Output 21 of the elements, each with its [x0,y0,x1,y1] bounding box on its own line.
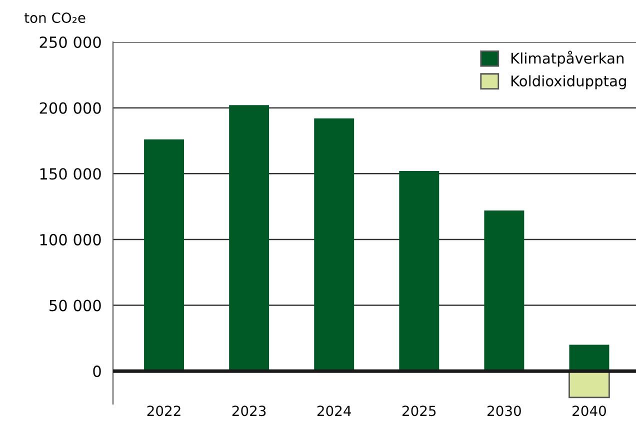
y-tick-label: 50 000 [50,300,101,312]
x-tick-label: 2040 [572,406,606,416]
bar [314,118,354,372]
bar [399,171,440,372]
bar [229,105,270,372]
x-tick-label: 2024 [317,406,351,416]
x-tick-label: 2025 [402,406,436,416]
bar [144,139,184,372]
bar [484,210,524,372]
y-tick-label: 200 000 [40,102,101,114]
x-tick-label: 2030 [488,406,521,416]
bar [569,344,610,372]
legend-label: Koldioxidupptag [511,75,626,90]
y-tick-label: 250 000 [40,36,101,48]
y-tick-label: 100 000 [40,234,101,246]
x-tick-label: 2022 [147,406,180,416]
legend-label: Klimatpåverkan [511,50,624,67]
y-axis-title: ton CO₂e [24,12,86,24]
x-tick-label: 2023 [232,406,266,416]
y-tick-label: 0 [93,366,101,378]
y-tick-label: 150 000 [40,168,101,180]
